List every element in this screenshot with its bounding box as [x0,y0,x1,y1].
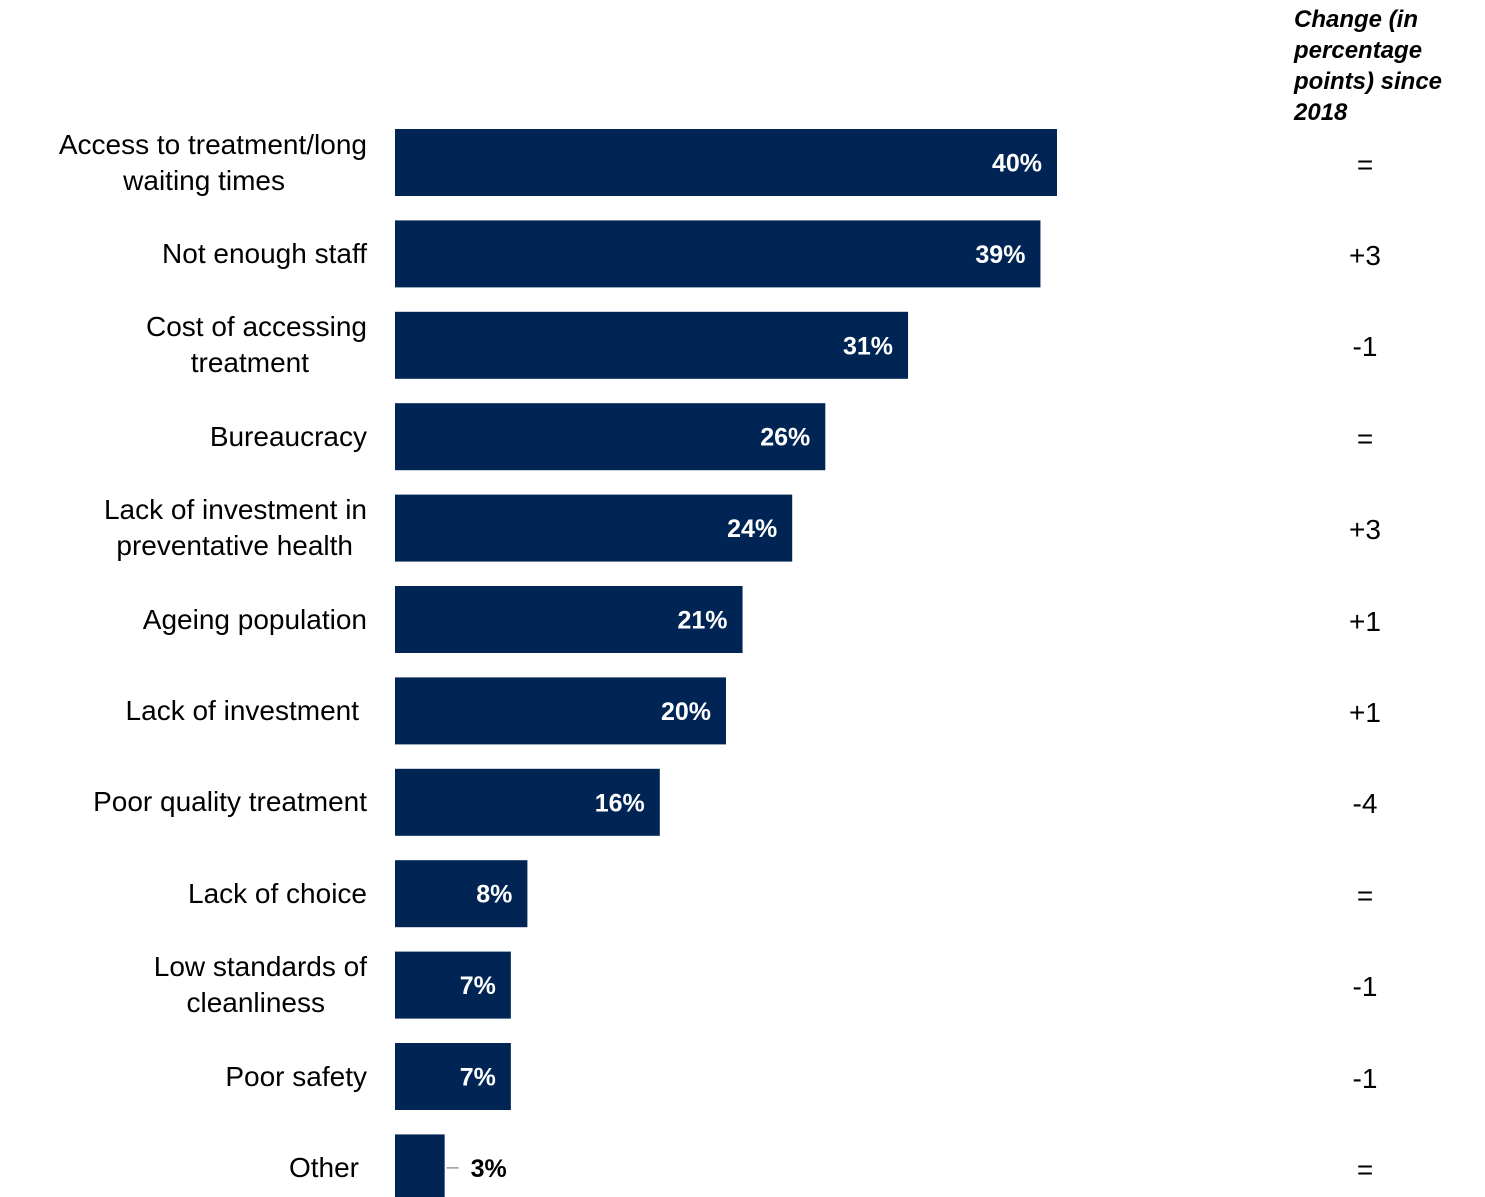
bar-2 [395,311,909,379]
value-label-6: 20% [661,698,711,726]
bar-10 [395,1043,511,1110]
category-label-line: treatment [190,347,309,379]
change-value-7: -4 [1352,788,1378,820]
change-value-4: +3 [1349,514,1381,546]
value-label-0: 40% [992,150,1042,178]
category-label-line: Lack of investment [125,694,359,726]
category-label-9: Low standards of cleanliness [7,949,367,1021]
value-label-7: 16% [595,789,645,817]
value-label-10: 7% [460,1064,496,1092]
category-label-7: Poor quality treatment [7,784,367,820]
category-label-11: Other [0,1150,359,1186]
bar-5 [395,586,743,653]
value-label-8: 8% [476,881,512,909]
bar-9 [395,951,511,1019]
change-value-1: +3 [1349,239,1381,271]
category-label-4: Lack of investment in preventative health [7,492,367,564]
value-label-9: 7% [460,972,496,1000]
category-label-0: Access to treatment/long waiting times [7,127,367,199]
bar-11 [395,1134,445,1197]
bar-6 [395,677,726,745]
category-label-1: Not enough staff [7,236,367,272]
value-label-3: 26% [760,424,810,452]
change-column-header: Change (in percentage points) since 2018 [1294,6,1443,126]
category-label-line: Lack of choice [188,877,367,909]
category-label-line: Other [288,1151,359,1183]
category-label-line: Cost of accessing [146,311,367,343]
category-label-line: Lack of investment in [103,494,367,526]
category-label-line: Ageing population [142,603,367,635]
value-label-1: 39% [975,241,1025,269]
category-label-line: Poor safety [225,1060,367,1092]
value-label-5: 21% [678,607,728,635]
category-label-line: Low standards of [153,951,367,983]
category-label-line: Bureaucracy [209,420,367,452]
category-label-line: Access to treatment/long [58,128,367,160]
value-label-4: 24% [727,515,777,543]
category-label-line: preventative health [116,530,353,562]
category-label-5: Ageing population [7,602,367,638]
change-value-6: +1 [1349,696,1381,728]
change-value-10: -1 [1352,1062,1378,1094]
category-label-line: Poor quality treatment [93,786,367,818]
value-label-2: 31% [843,332,893,360]
category-label-line: cleanliness [186,987,325,1019]
change-value-0: = [1356,148,1374,180]
bar-1 [395,220,1041,288]
category-label-8: Lack of choice [7,876,367,912]
category-label-line: Not enough staff [162,237,367,269]
change-value-11: = [1356,1153,1374,1185]
bar-0 [395,129,1057,196]
category-label-6: Lack of investment [0,693,359,729]
value-label-11: 3% [471,1155,507,1183]
change-value-9: -1 [1352,971,1378,1003]
change-value-3: = [1356,422,1374,454]
bar-8 [395,860,528,928]
category-label-2: Cost of accessing treatment [7,309,367,381]
change-value-8: = [1356,879,1374,911]
bar-3 [395,403,826,471]
category-label-line: waiting times [123,164,285,196]
bar-7 [395,768,660,836]
category-label-10: Poor safety [7,1059,367,1095]
change-value-5: +1 [1349,605,1381,637]
category-label-3: Bureaucracy [7,419,367,455]
change-value-2: -1 [1352,331,1378,363]
bar-4 [395,494,793,562]
